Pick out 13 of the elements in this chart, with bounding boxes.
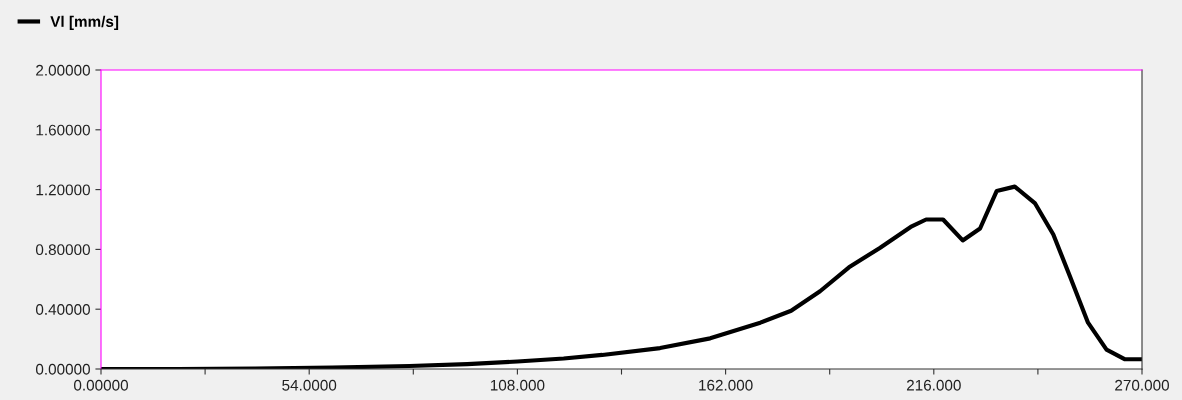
x-tick-label: 270.000 [1115,379,1170,391]
legend-label: Vl [mm/s] [50,15,119,30]
x-tick-label: 216.000 [906,379,961,391]
y-tick-label: 0.40000 [35,304,90,315]
y-tick-label: 0.00000 [35,363,90,375]
y-tick-label: 1.60000 [36,124,90,136]
x-tick-label: 108.000 [490,379,545,391]
x-tick-label: 162.000 [699,379,753,391]
y-tick-label: 2.00000 [36,64,90,76]
x-tick-label: 0.00000 [73,379,129,391]
y-tick-label: 1.20000 [36,184,90,196]
x-tick-label: 54.0000 [282,379,337,391]
y-tick-label: 0.80000 [35,244,90,256]
